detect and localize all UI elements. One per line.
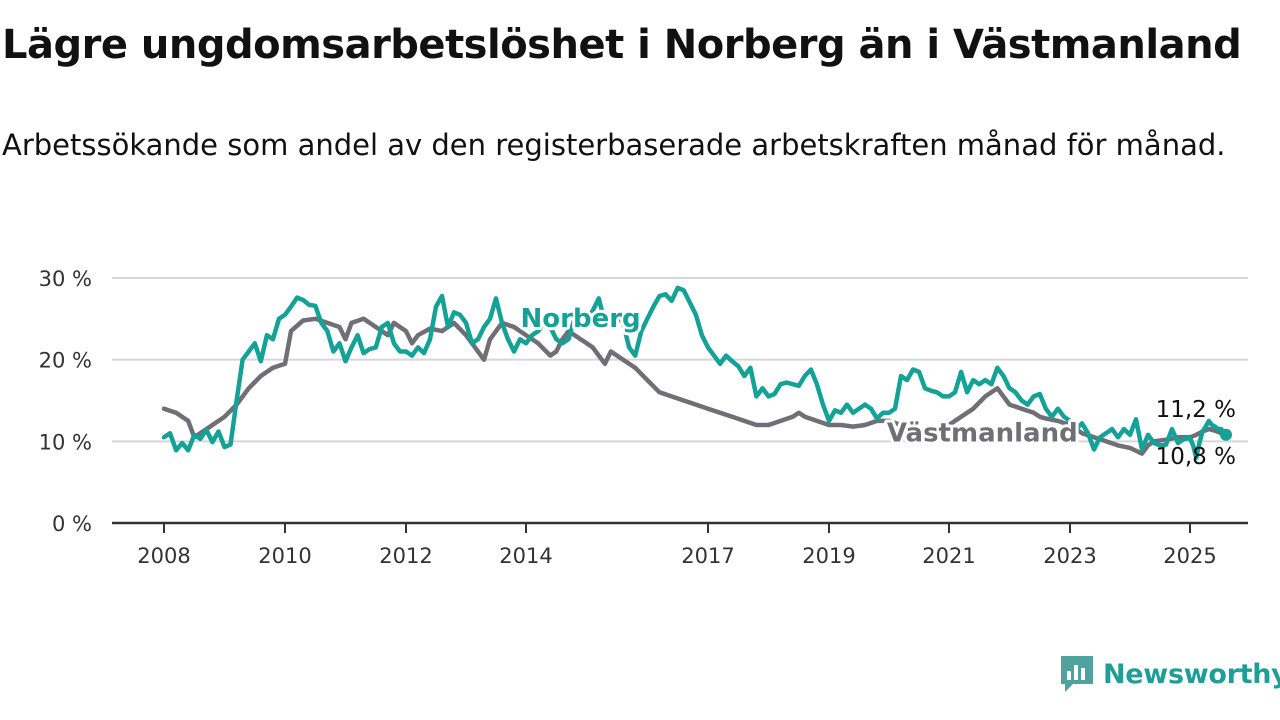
series-line-norberg — [161, 285, 1229, 460]
end-value-label-vastmanland: 11,2 % — [1156, 397, 1236, 423]
y-tick-label: 0 % — [52, 512, 92, 536]
x-tick-label: 2010 — [258, 544, 311, 568]
x-tick-label: 2021 — [922, 544, 975, 568]
x-tick-label: 2017 — [681, 544, 734, 568]
brand-name: Newsworthy — [1103, 658, 1280, 690]
y-tick-label: 30 % — [39, 267, 92, 291]
x-tick-label: 2023 — [1043, 544, 1096, 568]
x-axis: 2008 2010 2012 2014 2017 2019 2021 2023 2025 — [112, 521, 1248, 568]
series-lines — [161, 285, 1232, 460]
grid-lines — [112, 277, 1248, 443]
chart-bars-icon — [1061, 656, 1093, 692]
series-labels: Norberg Västmanland 10,8 % 11,2 % — [518, 301, 1236, 470]
brand-logo: Newsworthy — [1059, 654, 1280, 694]
x-tick-label: 2019 — [802, 544, 855, 568]
x-tick-label: 2014 — [499, 544, 552, 568]
y-axis-ticks: 0 % 10 % 20 % 30 % — [39, 267, 92, 536]
page-subtitle: Arbetssökande som andel av den registerb… — [2, 128, 1226, 162]
end-value-label-norberg: 10,8 % — [1156, 444, 1236, 470]
series-end-dot-norberg — [1220, 428, 1232, 441]
x-tick-label: 2012 — [379, 544, 432, 568]
series-label-norberg: Norberg — [521, 304, 641, 334]
x-tick-label: 2025 — [1163, 544, 1216, 568]
series-label-vastmanland: Västmanland — [887, 418, 1078, 448]
y-tick-label: 10 % — [39, 430, 92, 454]
page-title: Lägre ungdomsarbetslöshet i Norberg än i… — [2, 22, 1242, 68]
x-tick-label: 2008 — [137, 544, 190, 568]
y-tick-label: 20 % — [39, 349, 92, 373]
